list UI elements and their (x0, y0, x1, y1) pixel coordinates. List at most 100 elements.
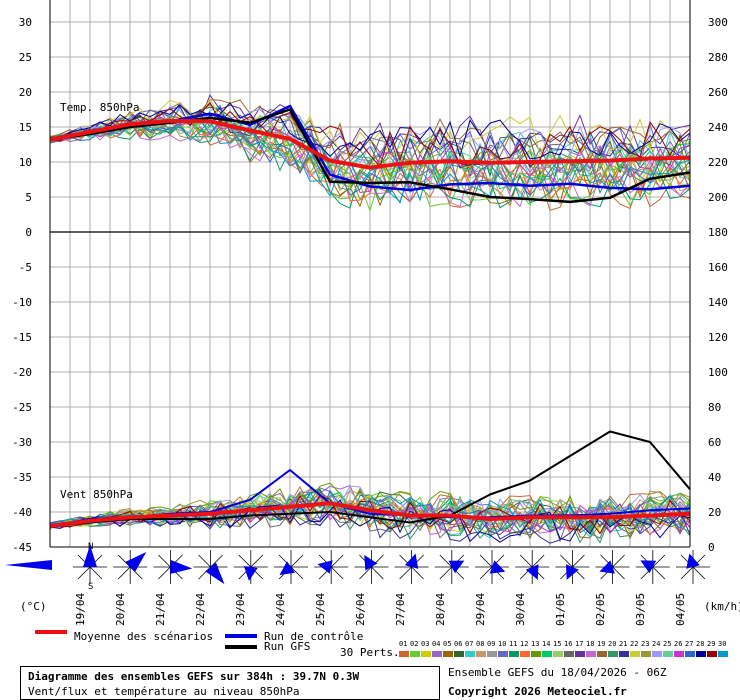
pert-number: 15 (553, 640, 562, 648)
wind-rose-icon (555, 550, 590, 584)
member-temp-line (49, 122, 691, 208)
wind-direction-blob (686, 553, 700, 569)
pert-color-swatch (707, 651, 717, 657)
pert-number: 23 (641, 640, 650, 648)
rose-spoke (411, 566, 424, 580)
date-tick-label: 23/04 (234, 593, 247, 626)
gfs-wind-line (49, 430, 691, 527)
date-tick-label: 19/04 (74, 593, 87, 626)
pert-number: 05 (443, 640, 452, 648)
date-tick-label: 27/04 (394, 593, 407, 626)
pert-number: 11 (509, 640, 518, 648)
wind-rose-icon (434, 550, 469, 584)
pert-number: 30 (718, 640, 727, 648)
pert-number: 06 (454, 640, 463, 648)
wind-direction-blob (364, 555, 378, 571)
rose-spoke (652, 566, 666, 580)
pert-number: 28 (696, 640, 705, 648)
rose-spoke (612, 554, 625, 568)
date-tick-label: 04/05 (674, 593, 687, 626)
right-tick-label: 60 (708, 436, 721, 449)
gfs-temp-line (49, 108, 691, 204)
right-tick-label: 280 (708, 51, 728, 64)
left-unit: (°C) (20, 600, 47, 613)
rose-spoke (158, 566, 171, 580)
grid (49, 0, 691, 548)
rose-spoke (89, 566, 103, 580)
pert-color-swatch (586, 651, 596, 657)
wind-label: Vent 850hPa (60, 488, 133, 501)
legend-gfs-swatch (225, 645, 257, 649)
member-temp-line (49, 97, 691, 160)
left-tick-label: -30 (12, 436, 32, 449)
left-tick-label: -25 (12, 401, 32, 414)
pert-color-swatch (465, 651, 475, 657)
wind-direction-blob (83, 545, 97, 567)
right-tick-label: 100 (708, 366, 728, 379)
pert-number: 12 (520, 640, 529, 648)
main-runs (49, 104, 691, 528)
wind-direction-blob (640, 560, 657, 574)
member-temp-line (49, 104, 691, 170)
rose-spoke (290, 554, 304, 568)
legend-mean-swatch (35, 630, 67, 634)
pert-number: 17 (575, 640, 584, 648)
wind-rose-icon (73, 545, 107, 584)
left-tick-label: -40 (12, 506, 32, 519)
pert-color-swatch (674, 651, 684, 657)
rose-spoke (359, 566, 372, 580)
rose-spoke (680, 566, 694, 580)
left-tick-label: -45 (12, 541, 32, 554)
pert-number: 25 (663, 640, 672, 648)
pert-color-swatch (421, 651, 431, 657)
rose-spoke (250, 554, 264, 568)
pert-number: 20 (608, 640, 617, 648)
pert-number: 19 (597, 640, 606, 648)
wind-direction-blob (489, 560, 506, 574)
rose-spoke (572, 554, 585, 568)
right-tick-label: 300 (708, 16, 728, 29)
rose-spoke (692, 566, 706, 580)
wind-rose-icon (193, 550, 228, 585)
wind-direction-blob (525, 564, 539, 580)
right-tick-label: 80 (708, 401, 721, 414)
wind-rose-icon (635, 550, 670, 584)
date-tick-label: 28/04 (434, 593, 447, 626)
rose-spoke (439, 554, 453, 568)
pert-color-swatch (597, 651, 607, 657)
right-unit: (km/h) (704, 600, 740, 613)
pert-color-swatch (399, 651, 409, 657)
wind-direction-blob (317, 560, 333, 574)
pert-number: 29 (707, 640, 716, 648)
rose-spoke (479, 554, 493, 568)
date-tick-label: 25/04 (314, 593, 327, 626)
rose-spoke (560, 554, 573, 568)
rose-spoke (531, 554, 545, 568)
right-tick-label: 220 (708, 156, 728, 169)
pert-color-swatch (432, 651, 442, 657)
diagram-title: Diagramme des ensembles GEFS sur 384h : … (28, 670, 360, 683)
pert-color-swatch (476, 651, 486, 657)
pert-number: 02 (410, 640, 419, 648)
date-tick-label: 01/05 (554, 593, 567, 626)
pert-number: 08 (476, 640, 485, 648)
pert-number: 21 (619, 640, 628, 648)
pert-color-swatch (575, 651, 585, 657)
pert-color-swatch (652, 651, 662, 657)
wind-direction-blob (243, 566, 258, 581)
wind-rose-icon (595, 550, 630, 584)
wind-rose-icon (354, 550, 389, 584)
right-tick-label: 260 (708, 86, 728, 99)
wind-direction-blob (205, 562, 225, 585)
pert-color-swatch (410, 651, 420, 657)
date-tick-label: 26/04 (354, 593, 367, 626)
wind-direction-blob (599, 560, 615, 574)
left-tick-label: 0 (25, 226, 32, 239)
pert-number: 01 (399, 640, 408, 648)
pert-color-swatch (619, 651, 629, 657)
date-tick-label: 24/04 (274, 593, 287, 626)
rose-spoke (77, 566, 91, 580)
member-temp-line (49, 101, 691, 168)
right-tick-label: 160 (708, 261, 728, 274)
